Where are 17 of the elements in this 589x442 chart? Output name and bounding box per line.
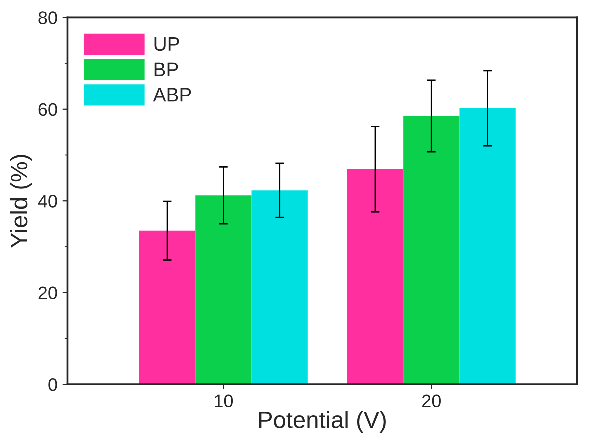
bar	[404, 116, 460, 385]
bar	[460, 108, 516, 385]
bar	[196, 196, 252, 385]
legend-label: UP	[154, 38, 180, 52]
x-axis-title: Potential (V)	[259, 411, 386, 434]
y-tick-label: 0	[48, 378, 58, 392]
y-axis-title: Yield (%)	[10, 155, 32, 248]
y-tick-label: 20	[38, 286, 58, 300]
bar	[139, 230, 196, 385]
y-tick-label: 40	[38, 195, 58, 208]
legend-label: BP	[154, 62, 178, 76]
y-tick-label: 60	[38, 103, 58, 116]
x-tick-label: 10	[215, 394, 234, 408]
legend-label: ABP	[153, 88, 192, 102]
bar	[347, 169, 404, 385]
bar	[252, 190, 308, 385]
y-tick-label: 80	[38, 12, 58, 24]
